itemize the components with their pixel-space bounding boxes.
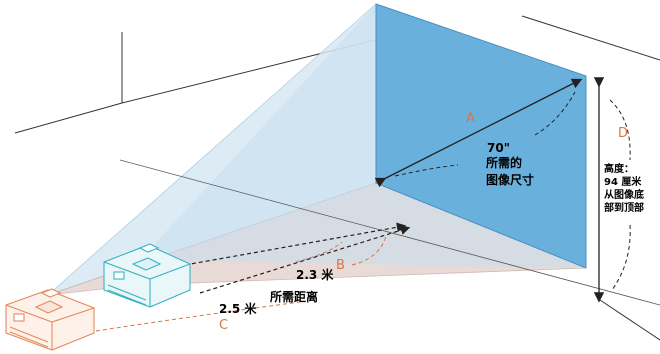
screen-desc-line1: 所需的: [486, 156, 523, 170]
label-d: D: [618, 126, 629, 141]
distance-far-label: 2.5 米: [219, 302, 257, 316]
diagonal-curve-left: [394, 164, 459, 177]
label-a: A: [466, 111, 475, 126]
height-line3: 从图像底: [604, 190, 644, 201]
height-line2: 94 厘米: [604, 177, 642, 188]
distance-near-label: 2.3 米: [296, 268, 334, 282]
height-curve-bottom: [611, 224, 631, 291]
height-curve-top: [609, 99, 631, 161]
diagonal-arrow: [374, 78, 583, 188]
label-b: B: [336, 258, 345, 273]
screen-desc-line2: 图像尺寸: [486, 173, 535, 187]
projector-near: [103, 243, 191, 308]
diagonal-curve-right: [534, 91, 576, 136]
label-c: C: [219, 318, 229, 333]
height-line1: 高度：: [604, 164, 634, 175]
distance-curve-b: [295, 241, 343, 263]
projector-far: [5, 288, 95, 351]
room-lines: [14, 15, 660, 341]
distance-curve-b2: [351, 235, 387, 266]
height-line4: 部到顶部: [604, 203, 644, 214]
distance-curve-c: [95, 301, 301, 332]
floor-line: [119, 159, 660, 306]
distance-arrow-far: [199, 225, 411, 294]
distance-arrow-near: [184, 222, 407, 266]
screen-size-label: 70": [487, 141, 510, 155]
distance-desc-label: 所需距离: [270, 290, 319, 304]
